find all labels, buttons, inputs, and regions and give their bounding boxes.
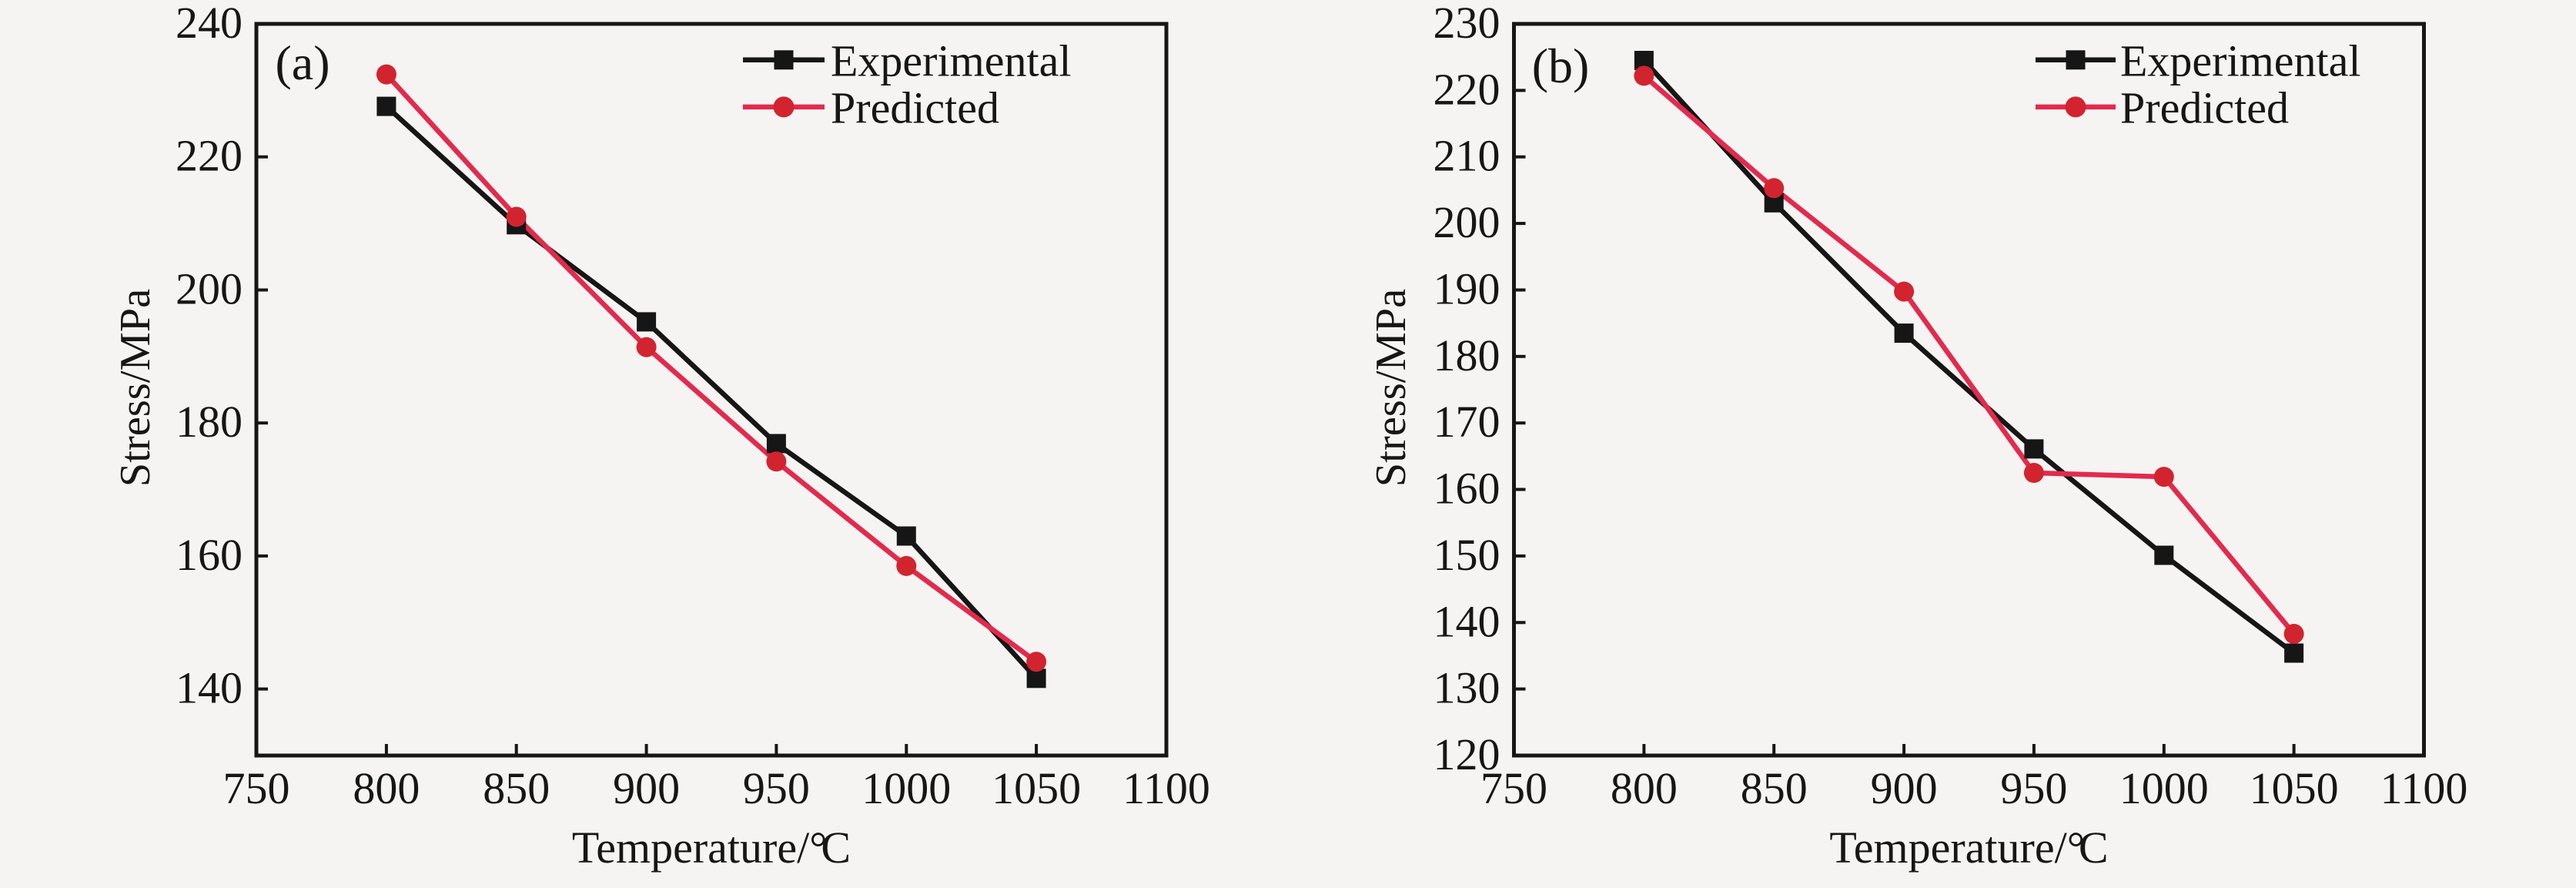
svg-text:Stress/MPa: Stress/MPa	[1367, 289, 1415, 487]
svg-text:240: 240	[176, 0, 243, 48]
svg-text:1050: 1050	[992, 763, 1081, 813]
svg-text:Experimental: Experimental	[831, 36, 1071, 86]
svg-text:200: 200	[176, 264, 243, 314]
svg-text:750: 750	[223, 763, 290, 813]
svg-text:170: 170	[1434, 397, 1500, 447]
svg-text:120: 120	[1434, 729, 1500, 779]
svg-text:130: 130	[1434, 663, 1500, 713]
svg-text:1050: 1050	[2250, 763, 2339, 813]
svg-text:140: 140	[176, 663, 243, 713]
svg-text:210: 210	[1434, 131, 1500, 181]
svg-text:900: 900	[1871, 763, 1938, 813]
svg-text:Predicted: Predicted	[2120, 83, 2289, 133]
svg-text:1000: 1000	[2119, 763, 2209, 813]
svg-text:Predicted: Predicted	[831, 83, 999, 133]
svg-text:Experimental: Experimental	[2120, 36, 2360, 86]
svg-text:180: 180	[1434, 330, 1500, 380]
svg-text:950: 950	[743, 763, 810, 813]
svg-text:160: 160	[176, 530, 243, 580]
svg-text:1000: 1000	[861, 763, 951, 813]
svg-text:220: 220	[1434, 64, 1500, 114]
svg-text:200: 200	[1434, 197, 1500, 247]
svg-text:900: 900	[613, 763, 680, 813]
svg-text:1100: 1100	[1122, 763, 1210, 813]
svg-text:Stress/MPa: Stress/MPa	[112, 289, 159, 487]
svg-text:1100: 1100	[2380, 763, 2468, 813]
svg-text:(a): (a)	[275, 35, 330, 90]
svg-text:190: 190	[1434, 264, 1500, 314]
svg-text:150: 150	[1434, 530, 1500, 580]
svg-text:850: 850	[1741, 763, 1808, 813]
svg-text:160: 160	[1434, 464, 1500, 514]
svg-text:800: 800	[353, 763, 420, 813]
svg-text:950: 950	[2000, 763, 2067, 813]
svg-text:750: 750	[1480, 763, 1547, 813]
svg-text:(b): (b)	[1532, 39, 1590, 93]
svg-text:180: 180	[176, 397, 243, 447]
svg-text:Temperature/°C: Temperature/°C	[572, 823, 851, 873]
svg-text:800: 800	[1611, 763, 1678, 813]
svg-text:220: 220	[176, 131, 243, 181]
svg-text:Temperature/°C: Temperature/°C	[1829, 823, 2108, 873]
svg-text:850: 850	[483, 763, 550, 813]
svg-text:140: 140	[1434, 596, 1500, 646]
svg-text:230: 230	[1434, 0, 1500, 48]
